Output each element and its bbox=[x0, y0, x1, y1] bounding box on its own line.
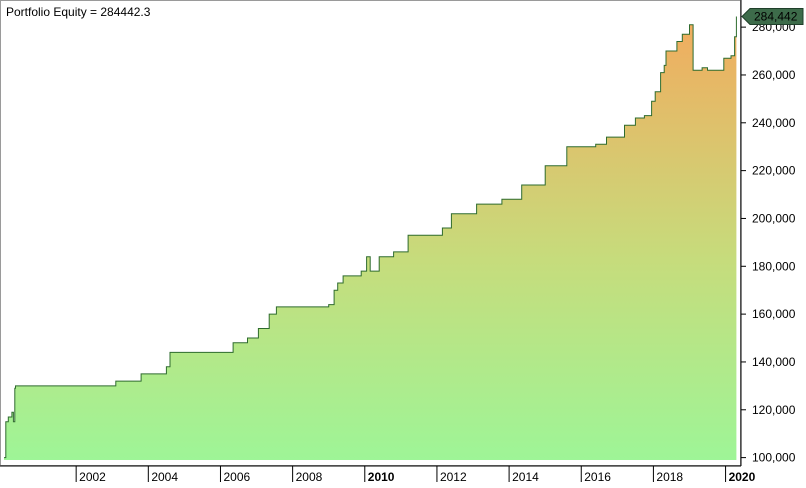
y-tick-label: 140,000 bbox=[752, 355, 796, 369]
last-value-label: 284,442 bbox=[754, 10, 798, 24]
y-tick-label: 180,000 bbox=[752, 259, 796, 273]
y-tick-label: 200,000 bbox=[752, 211, 796, 225]
y-tick-label: 160,000 bbox=[752, 307, 796, 321]
x-tick-label: 2008 bbox=[296, 470, 323, 484]
x-tick-label: 2010 bbox=[368, 470, 395, 484]
x-tick-label: 2014 bbox=[512, 470, 539, 484]
x-tick-label: 2012 bbox=[440, 470, 467, 484]
equity-area bbox=[4, 16, 737, 460]
y-tick-label: 100,000 bbox=[752, 451, 796, 465]
y-tick-label: 120,000 bbox=[752, 403, 796, 417]
y-axis: 100,000 120,000 140,000 160,000 180,000 200,0… bbox=[740, 0, 796, 466]
x-tick-label: 2002 bbox=[79, 470, 106, 484]
y-tick-label: 240,000 bbox=[752, 116, 796, 130]
last-value-marker: 284,442 bbox=[741, 8, 804, 26]
x-tick-label: 2004 bbox=[151, 470, 178, 484]
x-tick-label: 2020 bbox=[729, 470, 756, 484]
y-tick-label: 260,000 bbox=[752, 68, 796, 82]
last-value-tag bbox=[741, 8, 804, 26]
chart-title: Portfolio Equity = 284442.3 bbox=[6, 5, 151, 19]
y-tick-label: 220,000 bbox=[752, 164, 796, 178]
x-tick-label: 2006 bbox=[223, 470, 250, 484]
x-tick-label: 2016 bbox=[584, 470, 611, 484]
equity-line bbox=[4, 16, 737, 459]
x-tick-label: 2018 bbox=[656, 470, 683, 484]
x-axis: 2002 2004 2006 2008 2010 2012 2014 2016 2018 2020 bbox=[0, 465, 756, 484]
